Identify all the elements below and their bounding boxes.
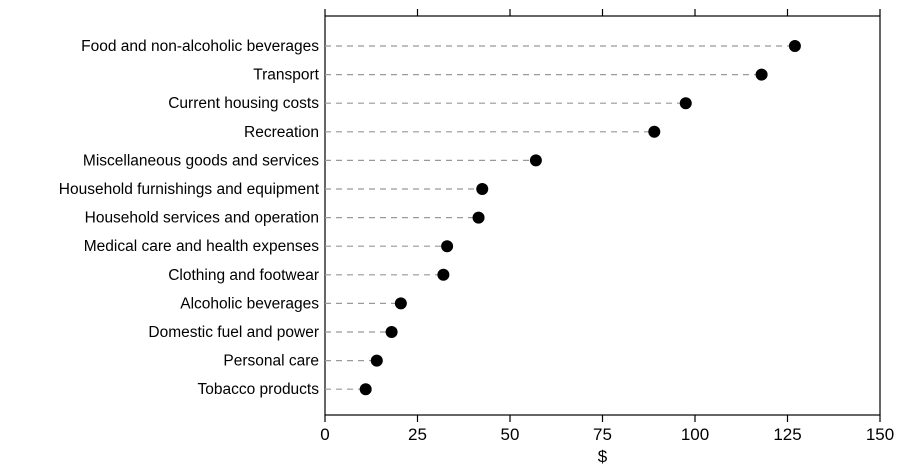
data-point bbox=[437, 268, 450, 281]
category-label: Tobacco products bbox=[198, 381, 320, 398]
x-tick-label: 25 bbox=[408, 425, 427, 444]
data-points-layer bbox=[359, 40, 801, 396]
x-tick-label: 75 bbox=[593, 425, 612, 444]
plot-frame bbox=[324, 15, 881, 416]
category-label: Miscellaneous goods and services bbox=[83, 152, 319, 169]
data-point bbox=[476, 183, 489, 195]
data-point bbox=[788, 40, 801, 52]
data-point bbox=[755, 68, 768, 81]
data-point bbox=[441, 240, 454, 253]
category-label: Medical care and health expenses bbox=[84, 238, 319, 255]
category-label: Transport bbox=[253, 67, 319, 84]
data-point bbox=[359, 383, 372, 396]
data-point bbox=[370, 354, 383, 367]
category-labels-layer: Food and non-alcoholic beverages Transpor… bbox=[59, 38, 320, 398]
data-point bbox=[679, 97, 692, 110]
data-point bbox=[472, 211, 485, 224]
x-tick-label: 50 bbox=[501, 425, 520, 444]
category-label: Food and non-alcoholic beverages bbox=[81, 38, 319, 55]
x-tick-label: 0 bbox=[320, 425, 329, 444]
category-label: Clothing and footwear bbox=[168, 267, 319, 284]
x-tick-label: 125 bbox=[773, 425, 801, 444]
x-axis-title: $ bbox=[598, 447, 608, 466]
data-point bbox=[529, 154, 542, 167]
data-point bbox=[385, 326, 398, 338]
category-label: Current housing costs bbox=[168, 95, 319, 112]
data-point bbox=[648, 125, 661, 138]
x-tick-label: 150 bbox=[866, 425, 894, 444]
data-point bbox=[394, 297, 407, 310]
leader-lines-layer bbox=[325, 45, 795, 390]
x-tick-label: 100 bbox=[681, 425, 709, 444]
axes-layer bbox=[324, 9, 881, 422]
category-label: Recreation bbox=[244, 124, 319, 141]
category-label: Domestic fuel and power bbox=[148, 324, 319, 341]
category-label: Alcoholic beverages bbox=[180, 295, 319, 312]
category-label: Household services and operation bbox=[85, 210, 319, 227]
category-label: Personal care bbox=[223, 353, 319, 370]
x-tick-labels-layer: 0 25 50 75 100 125 150 bbox=[320, 425, 894, 444]
category-label: Household furnishings and equipment bbox=[59, 181, 320, 198]
